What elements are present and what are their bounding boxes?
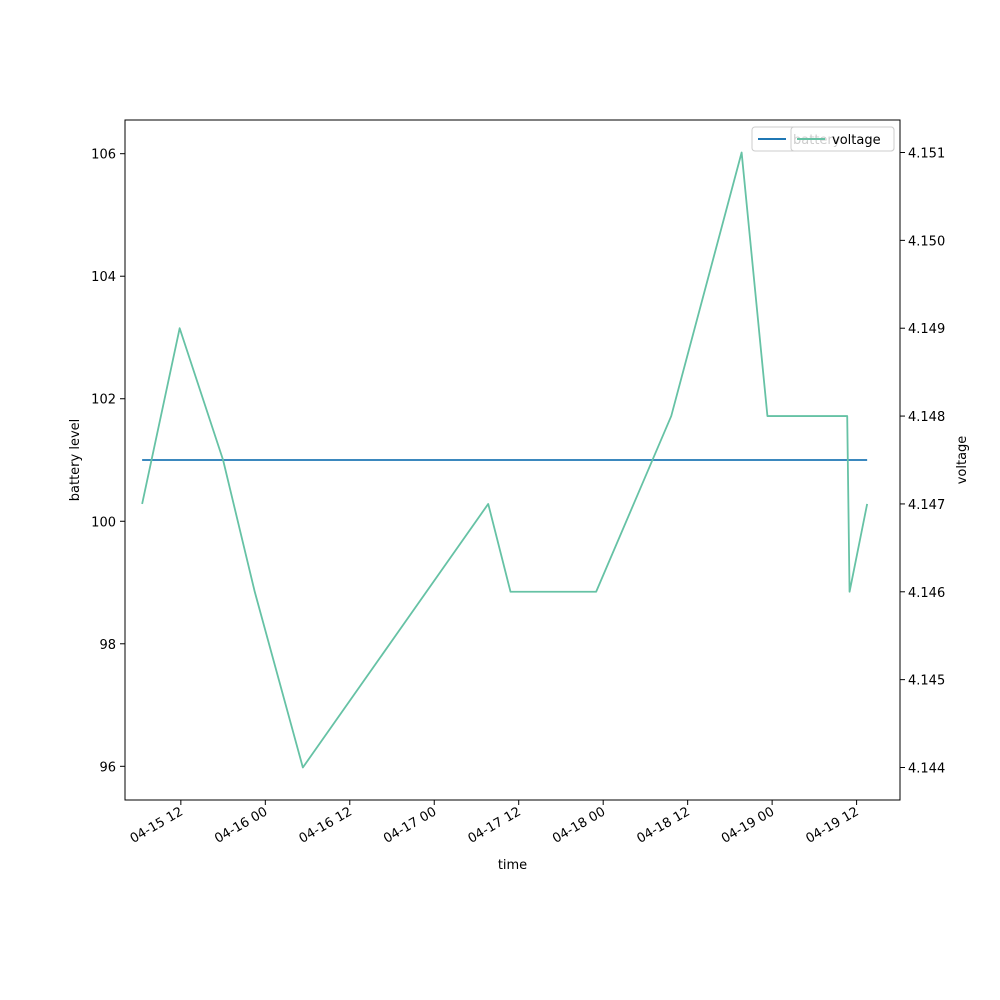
plot-frame (124, 119, 901, 801)
left-y-axis-ticks: 96 98 100 102 104 106 (91, 148, 125, 775)
left-y-tick-label: 98 (99, 638, 116, 653)
series-line-voltage (141, 151, 869, 769)
left-y-tick-label: 104 (91, 270, 116, 285)
x-axis-label: time (498, 858, 527, 873)
right-y-tick-label: 4.147 (908, 498, 945, 513)
right-y-tick-label: 4.146 (908, 586, 945, 601)
right-y-tick-label: 4.148 (908, 410, 945, 425)
right-y-tick-label: 4.144 (908, 761, 945, 776)
left-y-tick-label: 100 (91, 515, 116, 530)
right-y-tick-label: 4.151 (908, 147, 945, 162)
legend-box (790, 126, 895, 152)
right-y-tick-label: 4.149 (908, 322, 945, 337)
left-y-tick-label: 102 (91, 393, 116, 408)
right-y-tick-label: 4.150 (908, 234, 945, 249)
right-y-axis-ticks: 4.144 4.145 4.146 4.147 4.148 4.149 4.150 4.151 (900, 147, 945, 776)
left-y-axis-label: battery level (68, 419, 83, 502)
left-y-tick-label: 96 (99, 760, 116, 775)
legend-layer: batteryvoltage (751, 126, 895, 152)
right-y-tick-label: 4.145 (908, 674, 945, 689)
left-y-tick-label: 106 (91, 148, 116, 163)
series-layer (141, 151, 869, 769)
legend-voltage: voltage (790, 126, 895, 152)
right-y-axis-label: voltage (955, 436, 970, 485)
legend-label: voltage (832, 133, 881, 148)
